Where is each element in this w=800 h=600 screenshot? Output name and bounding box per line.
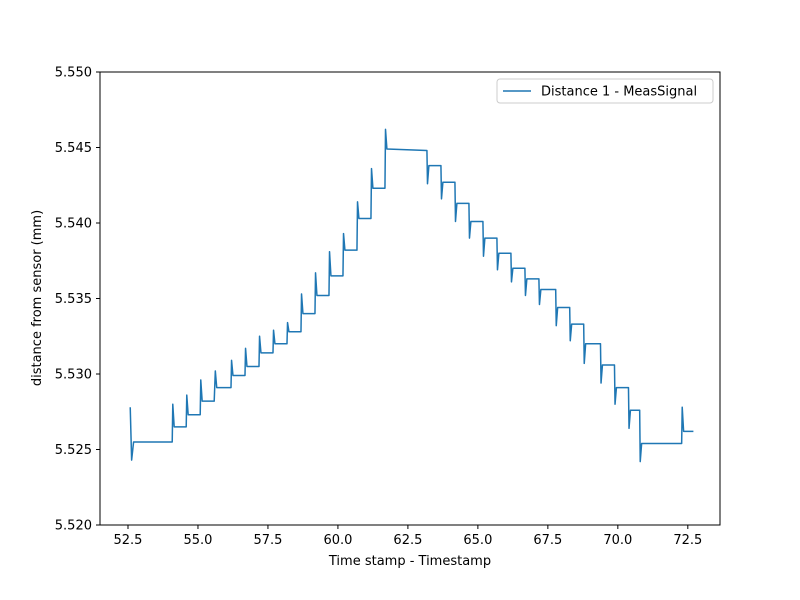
y-tick-label: 5.530 (55, 368, 92, 383)
y-tick-label: 5.525 (55, 443, 92, 458)
x-tick-label: 55.0 (183, 533, 212, 548)
x-tick-label: 60.0 (323, 533, 352, 548)
y-tick-label: 5.550 (55, 66, 92, 81)
legend-box (496, 78, 714, 104)
x-axis-label: Time stamp - Timestamp (328, 554, 491, 569)
y-tick-label: 5.545 (55, 141, 92, 156)
legend-label: Distance 1 - MeasSignal (541, 85, 697, 100)
plot-frame (99, 71, 721, 526)
y-axis-label: distance from sensor (mm) (30, 210, 45, 386)
x-tick-label: 65.0 (463, 533, 492, 548)
x-tick-label: 57.5 (253, 533, 282, 548)
y-tick-label: 5.520 (55, 519, 92, 534)
y-tick-label: 5.540 (55, 217, 92, 232)
y-tick-label: 5.535 (55, 292, 92, 307)
x-tick-label: 52.5 (114, 533, 143, 548)
x-tick-label: 70.0 (603, 533, 632, 548)
x-tick-label: 62.5 (393, 533, 422, 548)
x-tick-label: 67.5 (533, 533, 562, 548)
data-line (129, 128, 694, 463)
x-tick-label: 72.5 (673, 533, 702, 548)
